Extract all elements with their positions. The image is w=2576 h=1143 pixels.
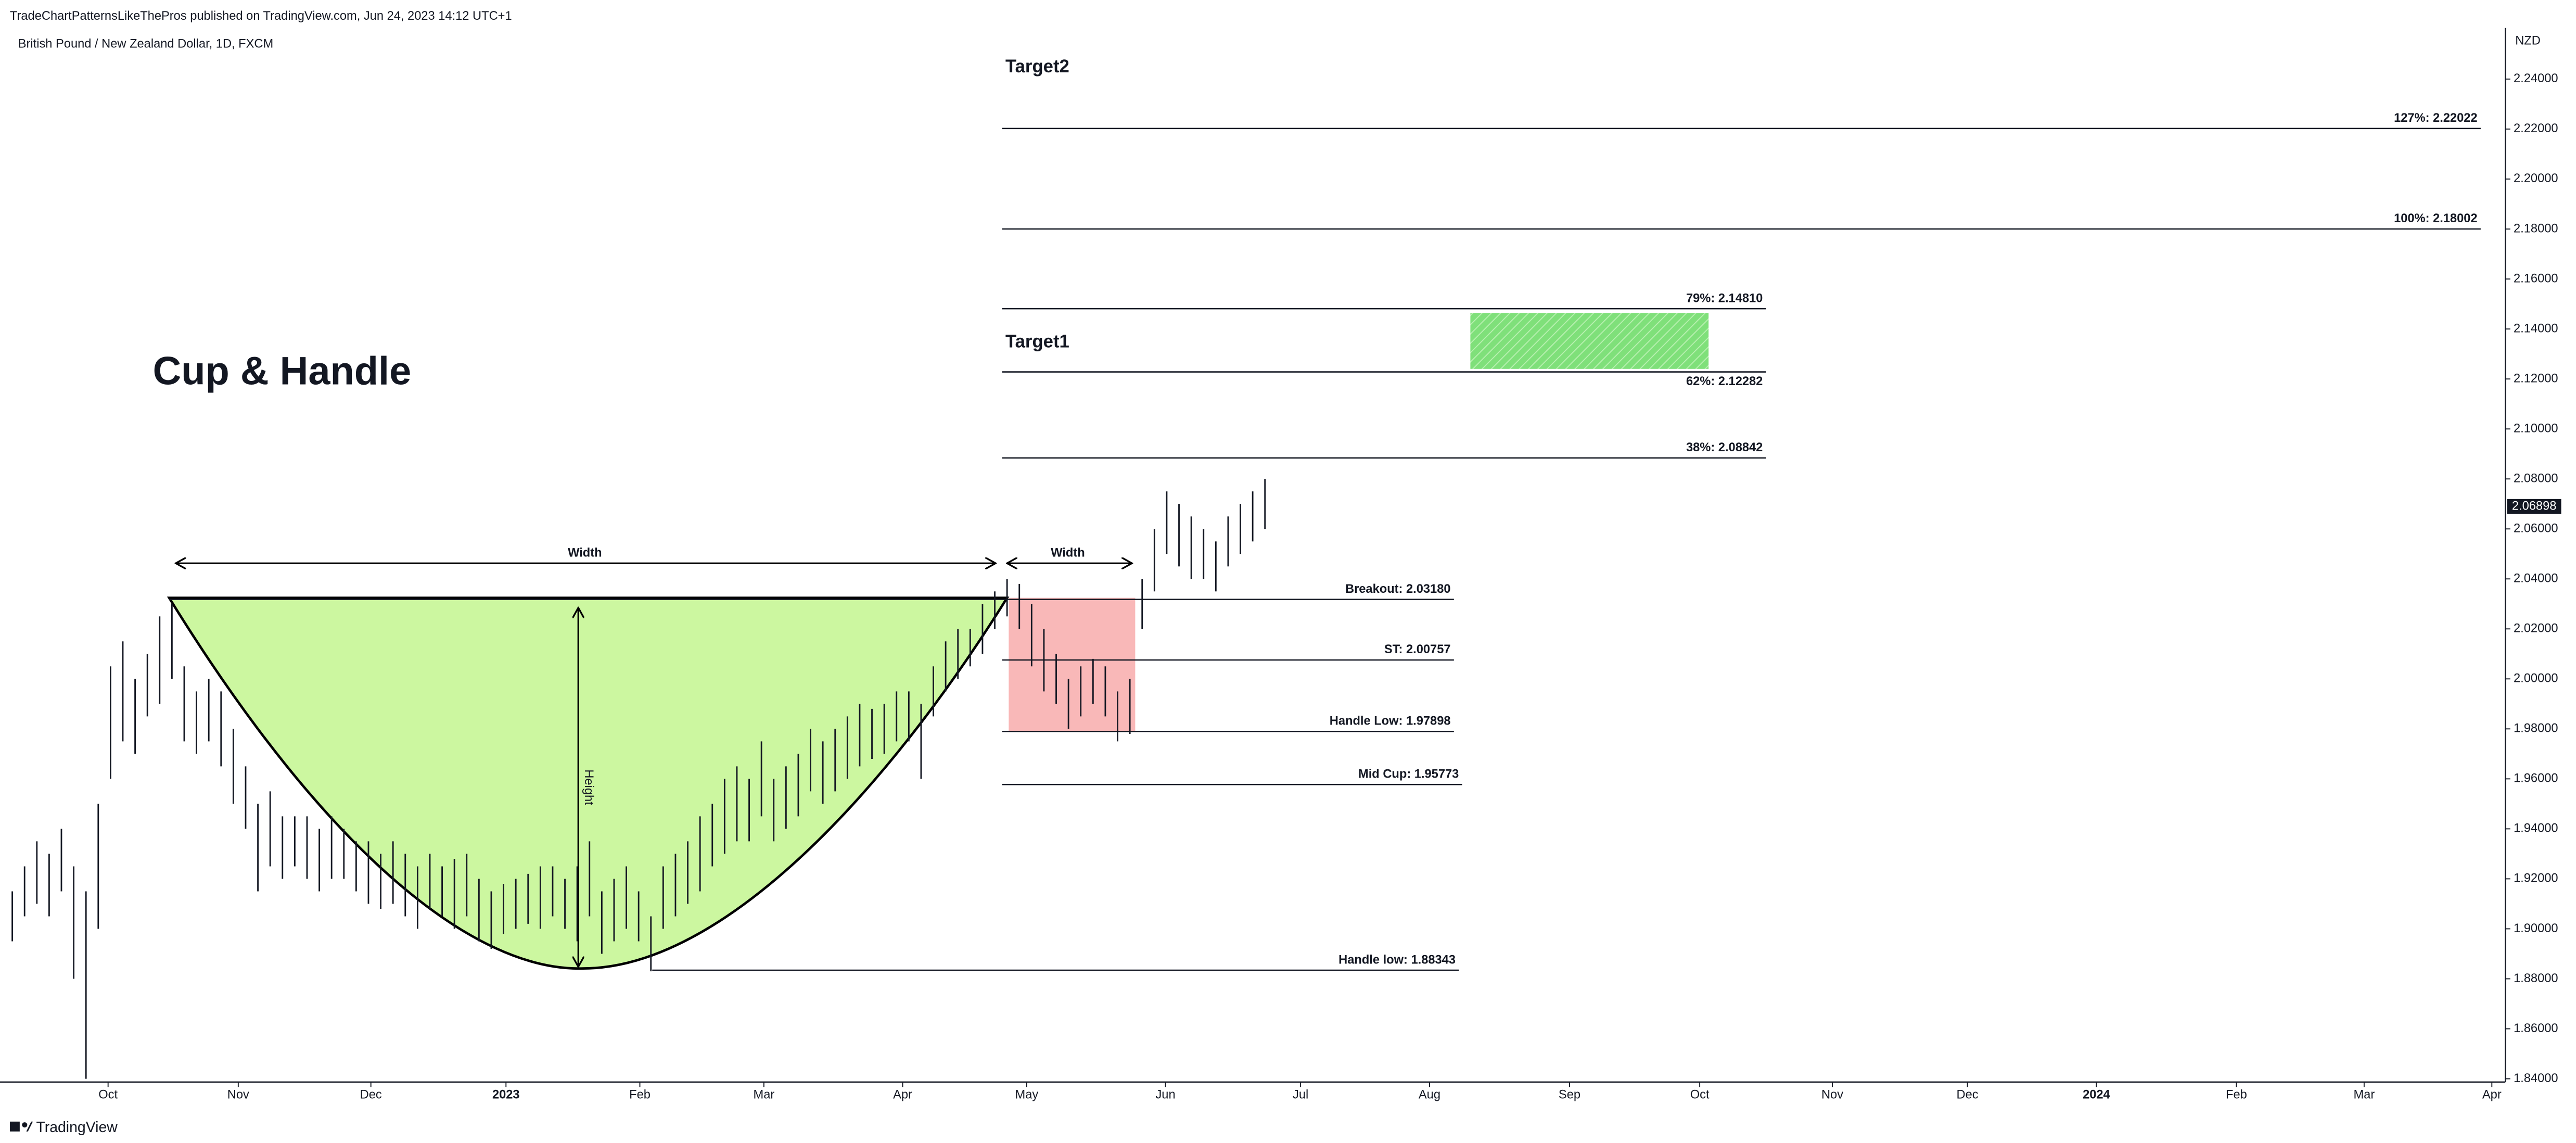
level-label: Breakout: 2.03180 (1345, 582, 1451, 596)
brand: TradingView (36, 1119, 118, 1136)
level-label: 38%: 2.08842 (1686, 441, 1763, 454)
y-tick-label: 2.18000 (2514, 222, 2558, 235)
y-tick-label: 1.98000 (2514, 722, 2558, 735)
bars (11, 479, 1266, 1079)
y-tick-label: 1.84000 (2514, 1072, 2558, 1085)
level-label: 127%: 2.22022 (2394, 111, 2477, 125)
target-zone (1470, 313, 1709, 369)
x-tick-label: Apr (893, 1088, 912, 1101)
y-tick-label: 2.24000 (2514, 72, 2558, 85)
width-label: Width (568, 546, 602, 560)
x-tick-label: Oct (1690, 1088, 1710, 1101)
target-label: Target2 (1005, 57, 1069, 77)
x-tick-label: Sep (1559, 1088, 1580, 1101)
level-label: Handle Low: 1.97898 (1330, 715, 1451, 728)
y-tick-label: 1.86000 (2514, 1022, 2558, 1035)
y-tick-label: 2.04000 (2514, 572, 2558, 585)
x-tick-label: Jun (1155, 1088, 1175, 1101)
level-label: 100%: 2.18002 (2394, 212, 2477, 225)
y-tick-label: 1.92000 (2514, 872, 2558, 885)
x-tick-label: Nov (1821, 1088, 1843, 1101)
y-tick-label: 1.88000 (2514, 972, 2558, 985)
y-tick-label: 2.22000 (2514, 122, 2558, 135)
level-label: Mid Cup: 1.95773 (1358, 768, 1459, 781)
x-tick-label: Jul (1293, 1088, 1308, 1101)
y-tick-label: 2.14000 (2514, 322, 2558, 335)
header: TradeChartPatternsLikeThePros published … (10, 9, 512, 23)
y-tick-label: 2.10000 (2514, 422, 2558, 435)
x-tick-label: Aug (1419, 1088, 1440, 1101)
pattern-title: Cup & Handle (153, 349, 412, 393)
y-tick-label: 1.94000 (2514, 822, 2558, 835)
level-label: 62%: 2.12282 (1686, 375, 1763, 388)
y-tick-label: 1.96000 (2514, 772, 2558, 785)
y-tick-label: 2.02000 (2514, 622, 2558, 636)
x-tick-label: Nov (227, 1088, 249, 1101)
x-tick-label: Mar (2353, 1088, 2375, 1101)
x-tick-label: May (1015, 1088, 1039, 1101)
y-tick-label: 2.16000 (2514, 272, 2558, 285)
level-label: Handle low: 1.88343 (1338, 953, 1456, 967)
last-price-box (2507, 499, 2561, 514)
chart-title: British Pound / New Zealand Dollar, 1D, … (18, 37, 273, 51)
x-tick-label: Feb (629, 1088, 651, 1101)
x-tick-label: 2024 (2083, 1088, 2110, 1101)
currency: NZD (2515, 34, 2541, 47)
x-tick-label: Oct (98, 1088, 118, 1101)
brand-logo (9, 1121, 33, 1132)
cup (167, 596, 1010, 970)
y-tick-label: 2.20000 (2514, 172, 2558, 185)
level-label: ST: 2.00757 (1384, 643, 1451, 656)
x-tick-label: Dec (1957, 1088, 1979, 1101)
y-tick-label: 2.12000 (2514, 372, 2558, 385)
width-label: Width (1051, 546, 1085, 560)
target-label: Target1 (1005, 332, 1069, 351)
x-tick-label: Dec (360, 1088, 382, 1101)
x-tick-label: 2023 (492, 1088, 520, 1101)
handle-zone (1009, 598, 1136, 731)
level-label: 79%: 2.14810 (1686, 291, 1763, 305)
y-tick-label: 2.06000 (2514, 522, 2558, 535)
x-tick-label: Mar (754, 1088, 775, 1101)
x-tick-label: Apr (2482, 1088, 2502, 1101)
height-label: Height (582, 769, 595, 805)
y-tick-label: 1.90000 (2514, 922, 2558, 935)
last-price-label: 2.06898 (2512, 499, 2557, 513)
y-tick-label: 2.08000 (2514, 472, 2558, 485)
y-tick-label: 2.00000 (2514, 672, 2558, 685)
x-tick-label: Feb (2226, 1088, 2247, 1101)
